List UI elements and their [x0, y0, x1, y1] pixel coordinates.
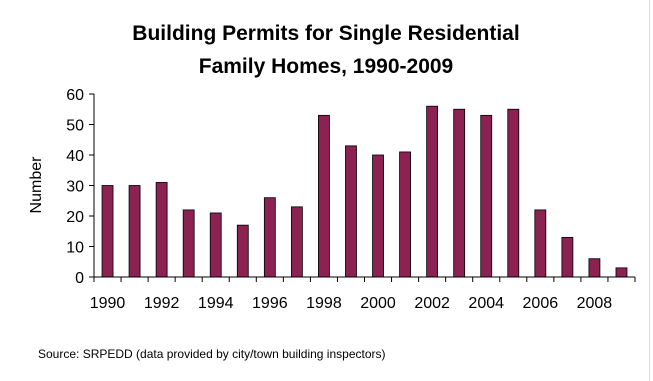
- bar-2004: [480, 114, 493, 278]
- y-tick-label: 60: [66, 87, 84, 104]
- bar-2003: [453, 108, 466, 278]
- bar-1991: [128, 185, 141, 278]
- bar-1996: [263, 197, 276, 278]
- y-tick-label: 20: [66, 209, 84, 226]
- bar-1995: [236, 224, 249, 278]
- y-tick-label: 10: [66, 240, 84, 257]
- bar-2008: [588, 258, 601, 278]
- bar-2001: [399, 151, 411, 278]
- chart-title-line-1: Building Permits for Single Residential: [132, 22, 519, 45]
- bar-2007: [561, 236, 574, 278]
- bar-1999: [345, 145, 357, 278]
- bar-1992: [155, 182, 168, 278]
- bar-1990: [101, 185, 114, 278]
- x-tick-label: 1996: [252, 295, 288, 312]
- y-tick-label: 40: [66, 148, 84, 165]
- bar-1997: [290, 206, 303, 278]
- y-tick-label: 30: [66, 179, 84, 196]
- source-note: Source: SRPEDD (data provided by city/to…: [38, 347, 386, 361]
- bar-2009: [615, 267, 628, 278]
- bar-group: [101, 105, 628, 278]
- bar-1993: [182, 209, 195, 278]
- x-tick-label: 2008: [577, 295, 613, 312]
- chart-title-line-2: Family Homes, 1990-2009: [199, 55, 453, 78]
- bar-2006: [534, 209, 547, 278]
- x-axis-ticks: 1990 1992 1994 1996 1998 2000 2002 2004 2006 2008: [90, 277, 636, 312]
- bar-1994: [209, 212, 222, 278]
- y-tick-label: 50: [66, 118, 84, 135]
- x-tick-label: 1990: [90, 295, 126, 312]
- x-tick-label: 1994: [198, 295, 234, 312]
- bar-2000: [372, 154, 384, 278]
- right-border-rule: [649, 0, 650, 381]
- y-axis-ticks: 0 10 20 30 40 50 60: [66, 87, 94, 287]
- x-tick-label: 1992: [144, 295, 180, 312]
- x-tick-label: 1998: [306, 295, 342, 312]
- x-tick-label: 2006: [523, 295, 559, 312]
- bar-1998: [318, 114, 330, 278]
- y-axis-label: Number: [28, 156, 45, 214]
- bar-2005: [507, 108, 520, 278]
- y-tick-label: 0: [75, 270, 84, 287]
- x-tick-label: 2000: [360, 295, 396, 312]
- x-tick-label: 2004: [468, 295, 504, 312]
- x-tick-label: 2002: [414, 295, 450, 312]
- bar-2002: [426, 105, 439, 278]
